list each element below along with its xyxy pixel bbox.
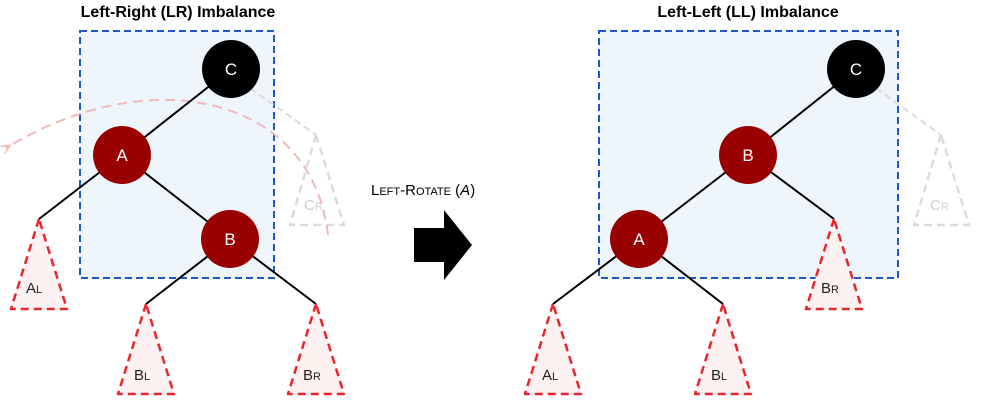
subtree-cr-left: CR bbox=[249, 87, 346, 227]
node-a-right: A bbox=[610, 210, 668, 268]
subtree-al-left-sub: L bbox=[36, 284, 42, 296]
subtree-bl-right: BL bbox=[693, 302, 753, 396]
subtree-bl-left: BL bbox=[116, 302, 176, 396]
node-b-right: B bbox=[719, 126, 777, 184]
svg-text:BL: BL bbox=[711, 367, 727, 384]
subtree-cr-right: CR bbox=[875, 87, 971, 227]
subtree-cr-left-sub: R bbox=[315, 201, 323, 213]
node-a-left: A bbox=[93, 126, 151, 184]
node-c-left: C bbox=[202, 40, 260, 98]
node-c-right-label: C bbox=[850, 60, 862, 79]
node-b-left: B bbox=[201, 210, 259, 268]
subtree-cr-left-main: C bbox=[304, 197, 315, 214]
svg-text:CR: CR bbox=[304, 197, 323, 214]
svg-text:CR: CR bbox=[930, 197, 949, 214]
right-panel-title: Left-Left (LL) Imbalance bbox=[657, 4, 838, 21]
svg-text:BR: BR bbox=[303, 367, 321, 384]
operation: LEFT-ROTATE (A) bbox=[371, 182, 475, 280]
subtree-br-right: BR bbox=[804, 217, 864, 311]
subtree-br-right-sub: R bbox=[831, 284, 839, 296]
node-a-left-label: A bbox=[116, 146, 128, 165]
rotation-arrow bbox=[6, 98, 329, 236]
subtree-br-right-main: B bbox=[821, 280, 831, 297]
node-a-right-label: A bbox=[633, 230, 645, 249]
svg-text:BR: BR bbox=[821, 280, 839, 297]
subtree-al-right: AL bbox=[523, 302, 583, 396]
svg-text:AL: AL bbox=[26, 280, 42, 297]
operation-label: LEFT-ROTATE (A) bbox=[371, 182, 475, 199]
operation-argument: A bbox=[459, 182, 470, 199]
left-panel: Left-Right (LR) Imbalance CR AL BL bbox=[6, 4, 346, 396]
subtree-cr-right-main: C bbox=[930, 197, 941, 214]
subtree-al-left: AL bbox=[9, 217, 69, 311]
svg-text:AL: AL bbox=[542, 367, 558, 384]
subtree-al-left-main: A bbox=[26, 280, 36, 297]
subtree-br-left-main: B bbox=[303, 367, 313, 384]
right-panel: Left-Left (LL) Imbalance CR BR AL bbox=[523, 4, 971, 396]
svg-text:BL: BL bbox=[134, 367, 150, 384]
subtree-bl-right-sub: L bbox=[721, 371, 727, 383]
node-c-right: C bbox=[827, 40, 885, 98]
subtree-bl-left-sub: L bbox=[144, 371, 150, 383]
node-c-left-label: C bbox=[225, 60, 237, 79]
subtree-cr-right-sub: R bbox=[941, 201, 949, 213]
left-panel-title: Left-Right (LR) Imbalance bbox=[81, 4, 276, 21]
right-arrow-icon bbox=[414, 210, 472, 280]
subtree-al-right-sub: L bbox=[552, 371, 558, 383]
node-b-left-label: B bbox=[224, 230, 235, 249]
subtree-al-right-main: A bbox=[542, 367, 552, 384]
subtree-br-left-sub: R bbox=[313, 371, 321, 383]
subtree-bl-left-main: B bbox=[134, 367, 144, 384]
subtree-bl-right-main: B bbox=[711, 367, 721, 384]
node-b-right-label: B bbox=[742, 146, 753, 165]
subtree-br-left: BR bbox=[286, 302, 346, 396]
